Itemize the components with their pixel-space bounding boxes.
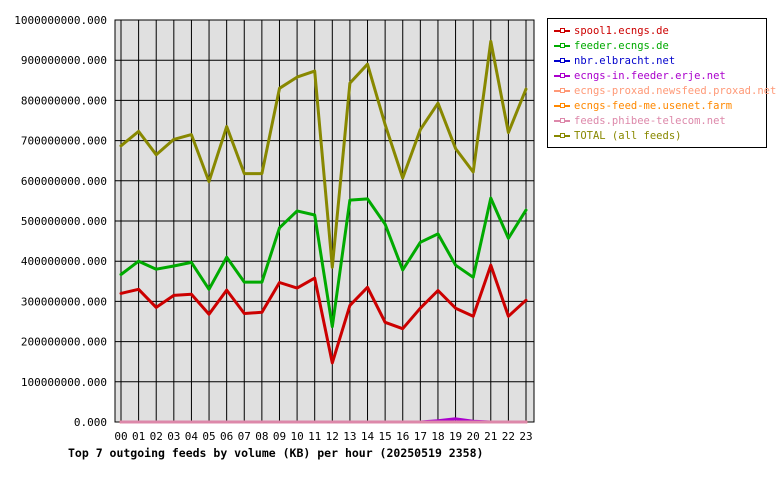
x-tick-label: 07: [238, 430, 251, 443]
x-tick-label: 23: [519, 430, 532, 443]
legend-swatch: [554, 58, 570, 63]
x-tick-label: 19: [449, 430, 462, 443]
legend: spool1.ecngs.de feeder.ecngs.de nbr.elbrac…: [547, 18, 776, 148]
x-tick-label: 20: [467, 430, 480, 443]
legend-label: ecngs-feed-me.usenet.farm: [574, 100, 733, 112]
x-tick-label: 21: [484, 430, 497, 443]
x-tick-label: 12: [326, 430, 339, 443]
legend-label: spool1.ecngs.de: [574, 25, 669, 37]
y-tick-label: 400000000.000: [21, 255, 107, 268]
y-tick-label: 800000000.000: [21, 94, 107, 107]
y-tick-label: 0.000: [74, 416, 107, 429]
x-tick-label: 18: [431, 430, 444, 443]
y-tick-label: 100000000.000: [21, 376, 107, 389]
legend-swatch: [554, 103, 570, 108]
legend-item: feeder.ecngs.de: [554, 39, 766, 54]
legend-swatch: [554, 118, 570, 123]
legend-label: ecngs-in.feeder.erje.net: [574, 70, 726, 82]
x-tick-label: 05: [202, 430, 215, 443]
x-tick-label: 11: [308, 430, 321, 443]
legend-item: nbr.elbracht.net: [554, 54, 766, 69]
x-tick-label: 02: [150, 430, 163, 443]
x-tick-label: 14: [361, 430, 375, 443]
legend-swatch: [554, 133, 570, 138]
x-tick-label: 06: [220, 430, 233, 443]
x-tick-label: 03: [167, 430, 180, 443]
legend-item: ecngs-feed-me.usenet.farm: [554, 99, 766, 114]
x-tick-label: 04: [185, 430, 199, 443]
legend-label: feeder.ecngs.de: [574, 40, 669, 52]
x-tick-label: 09: [273, 430, 286, 443]
legend-label: ecngs-proxad.newsfeed.proxad.net: [574, 85, 777, 97]
y-tick-label: 900000000.000: [21, 54, 107, 67]
legend-label: feeds.phibee-telecom.net: [574, 115, 726, 127]
y-tick-label: 200000000.000: [21, 336, 107, 349]
legend-swatch: [554, 88, 570, 93]
legend-label: nbr.elbracht.net: [574, 55, 676, 67]
series-line-spool1-ecngs-de: [119, 263, 528, 365]
legend-item: spool1.ecngs.de: [554, 24, 766, 39]
legend-item: TOTAL (all feeds): [554, 129, 766, 144]
x-tick-label: 08: [255, 430, 268, 443]
x-tick-label: 13: [343, 430, 356, 443]
x-tick-label: 15: [379, 430, 392, 443]
y-tick-label: 600000000.000: [21, 175, 107, 188]
x-tick-label: 01: [132, 430, 145, 443]
x-axis-ticks: 00 01 02 03 04 05 06 07 08 09 10 11 12 13 14 15 16 17 18 19…: [114, 430, 532, 443]
legend-label: TOTAL (all feeds): [574, 130, 682, 142]
legend-swatch: [554, 28, 570, 33]
legend-item: feeds.phibee-telecom.net: [554, 114, 766, 129]
series-line-total-all-feeds-: [119, 39, 528, 269]
x-tick-label: 10: [290, 430, 303, 443]
y-tick-label: 300000000.000: [21, 295, 107, 308]
chart-title: Top 7 outgoing feeds by volume (KB) per …: [68, 446, 484, 460]
y-axis-ticks: 0.000 100000000.000 200000000.000 300000000…: [14, 14, 107, 429]
y-tick-label: 500000000.000: [21, 215, 107, 228]
legend-item: ecngs-proxad.newsfeed.proxad.net: [554, 84, 776, 99]
legend-item: ecngs-in.feeder.erje.net: [554, 69, 766, 84]
series-lines: [119, 39, 528, 424]
legend-swatch: [554, 43, 570, 48]
x-tick-label: 16: [396, 430, 409, 443]
y-tick-label: 700000000.000: [21, 135, 107, 148]
y-tick-label: 1000000000.000: [14, 14, 107, 27]
series-line-feeder-ecngs-de: [119, 196, 528, 329]
x-tick-label: 22: [502, 430, 515, 443]
x-tick-label: 00: [114, 430, 127, 443]
legend-swatch: [554, 73, 570, 78]
x-tick-label: 17: [414, 430, 427, 443]
